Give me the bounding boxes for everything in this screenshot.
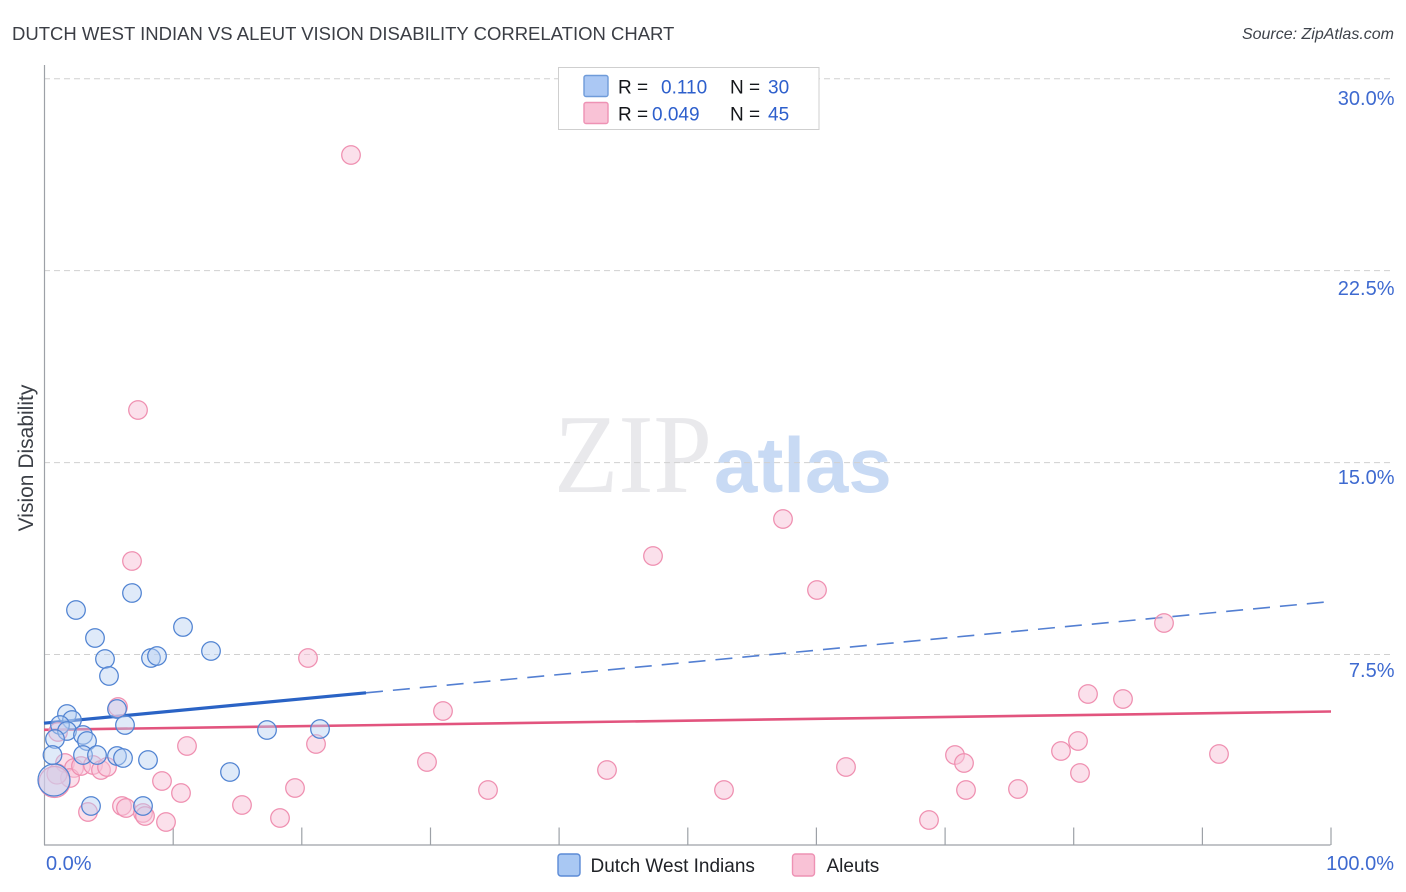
svg-text:0.110: 0.110 [661,78,707,99]
svg-text:0.0%: 0.0% [46,853,92,875]
svg-text:100.0%: 100.0% [1326,853,1394,875]
svg-text:45: 45 [768,105,789,126]
svg-text:atlas: atlas [714,421,892,509]
svg-text:ZIP: ZIP [554,393,712,517]
svg-text:30.0%: 30.0% [1338,88,1395,110]
svg-text:N =: N = [730,105,760,126]
svg-text:Vision Disability: Vision Disability [15,384,38,531]
svg-text:N =: N = [730,78,760,99]
svg-text:0.049: 0.049 [652,105,700,126]
svg-text:Dutch West Indians: Dutch West Indians [591,856,755,877]
svg-text:30: 30 [768,78,789,99]
svg-text:R =: R = [618,78,648,99]
svg-text:7.5%: 7.5% [1349,660,1395,682]
svg-text:DUTCH WEST INDIAN VS ALEUT VIS: DUTCH WEST INDIAN VS ALEUT VISION DISABI… [12,23,674,44]
svg-text:R =: R = [618,105,648,126]
svg-text:15.0%: 15.0% [1338,467,1395,489]
svg-text:Source: ZipAtlas.com: Source: ZipAtlas.com [1242,26,1394,43]
svg-text:22.5%: 22.5% [1338,278,1395,300]
svg-text:Aleuts: Aleuts [827,856,880,877]
